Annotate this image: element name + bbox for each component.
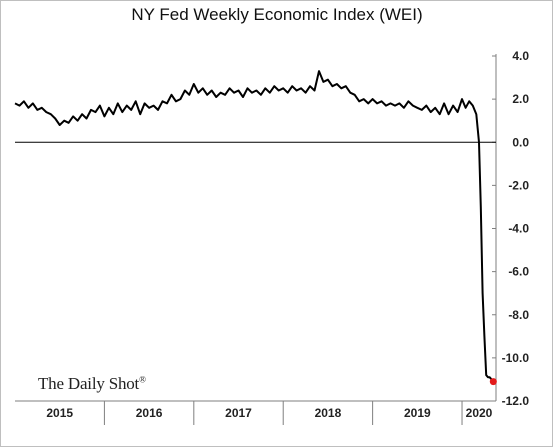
- x-tick-label: 2016: [136, 406, 163, 420]
- daily-shot-logo-text: The Daily Shot: [38, 374, 140, 393]
- series-layer: [14, 70, 497, 386]
- y-tick-label: -10.0: [502, 351, 530, 365]
- x-tick-label: 2020: [466, 406, 493, 420]
- daily-shot-logo: The Daily Shot®: [38, 374, 146, 394]
- y-tick-label: 0.0: [512, 135, 529, 149]
- y-axis: 4.0 2.0 0.0 -2.0 -4.0 -6.0 -8.0 -10.0 -12.0: [15, 49, 529, 408]
- x-tick-label: 2019: [404, 406, 431, 420]
- x-tick-label: 2018: [315, 406, 342, 420]
- wei-line: [14, 70, 495, 383]
- y-tick-label: -2.0: [508, 178, 529, 192]
- y-tick-label: 2.0: [512, 92, 529, 106]
- x-tick-label: 2017: [225, 406, 252, 420]
- chart-title: NY Fed Weekly Economic Index (WEI): [131, 5, 423, 24]
- x-axis: 2015 2016 2017 2018 2019 2020: [15, 400, 496, 425]
- registered-mark: ®: [139, 374, 146, 385]
- y-tick-label: -12.0: [502, 394, 530, 408]
- y-tick-label: 4.0: [512, 49, 529, 63]
- x-tick-label: 2015: [46, 406, 73, 420]
- y-tick-label: -6.0: [508, 265, 529, 279]
- y-tick-label: -8.0: [508, 308, 529, 322]
- last-data-point: [489, 378, 497, 386]
- y-tick-label: -4.0: [508, 222, 529, 236]
